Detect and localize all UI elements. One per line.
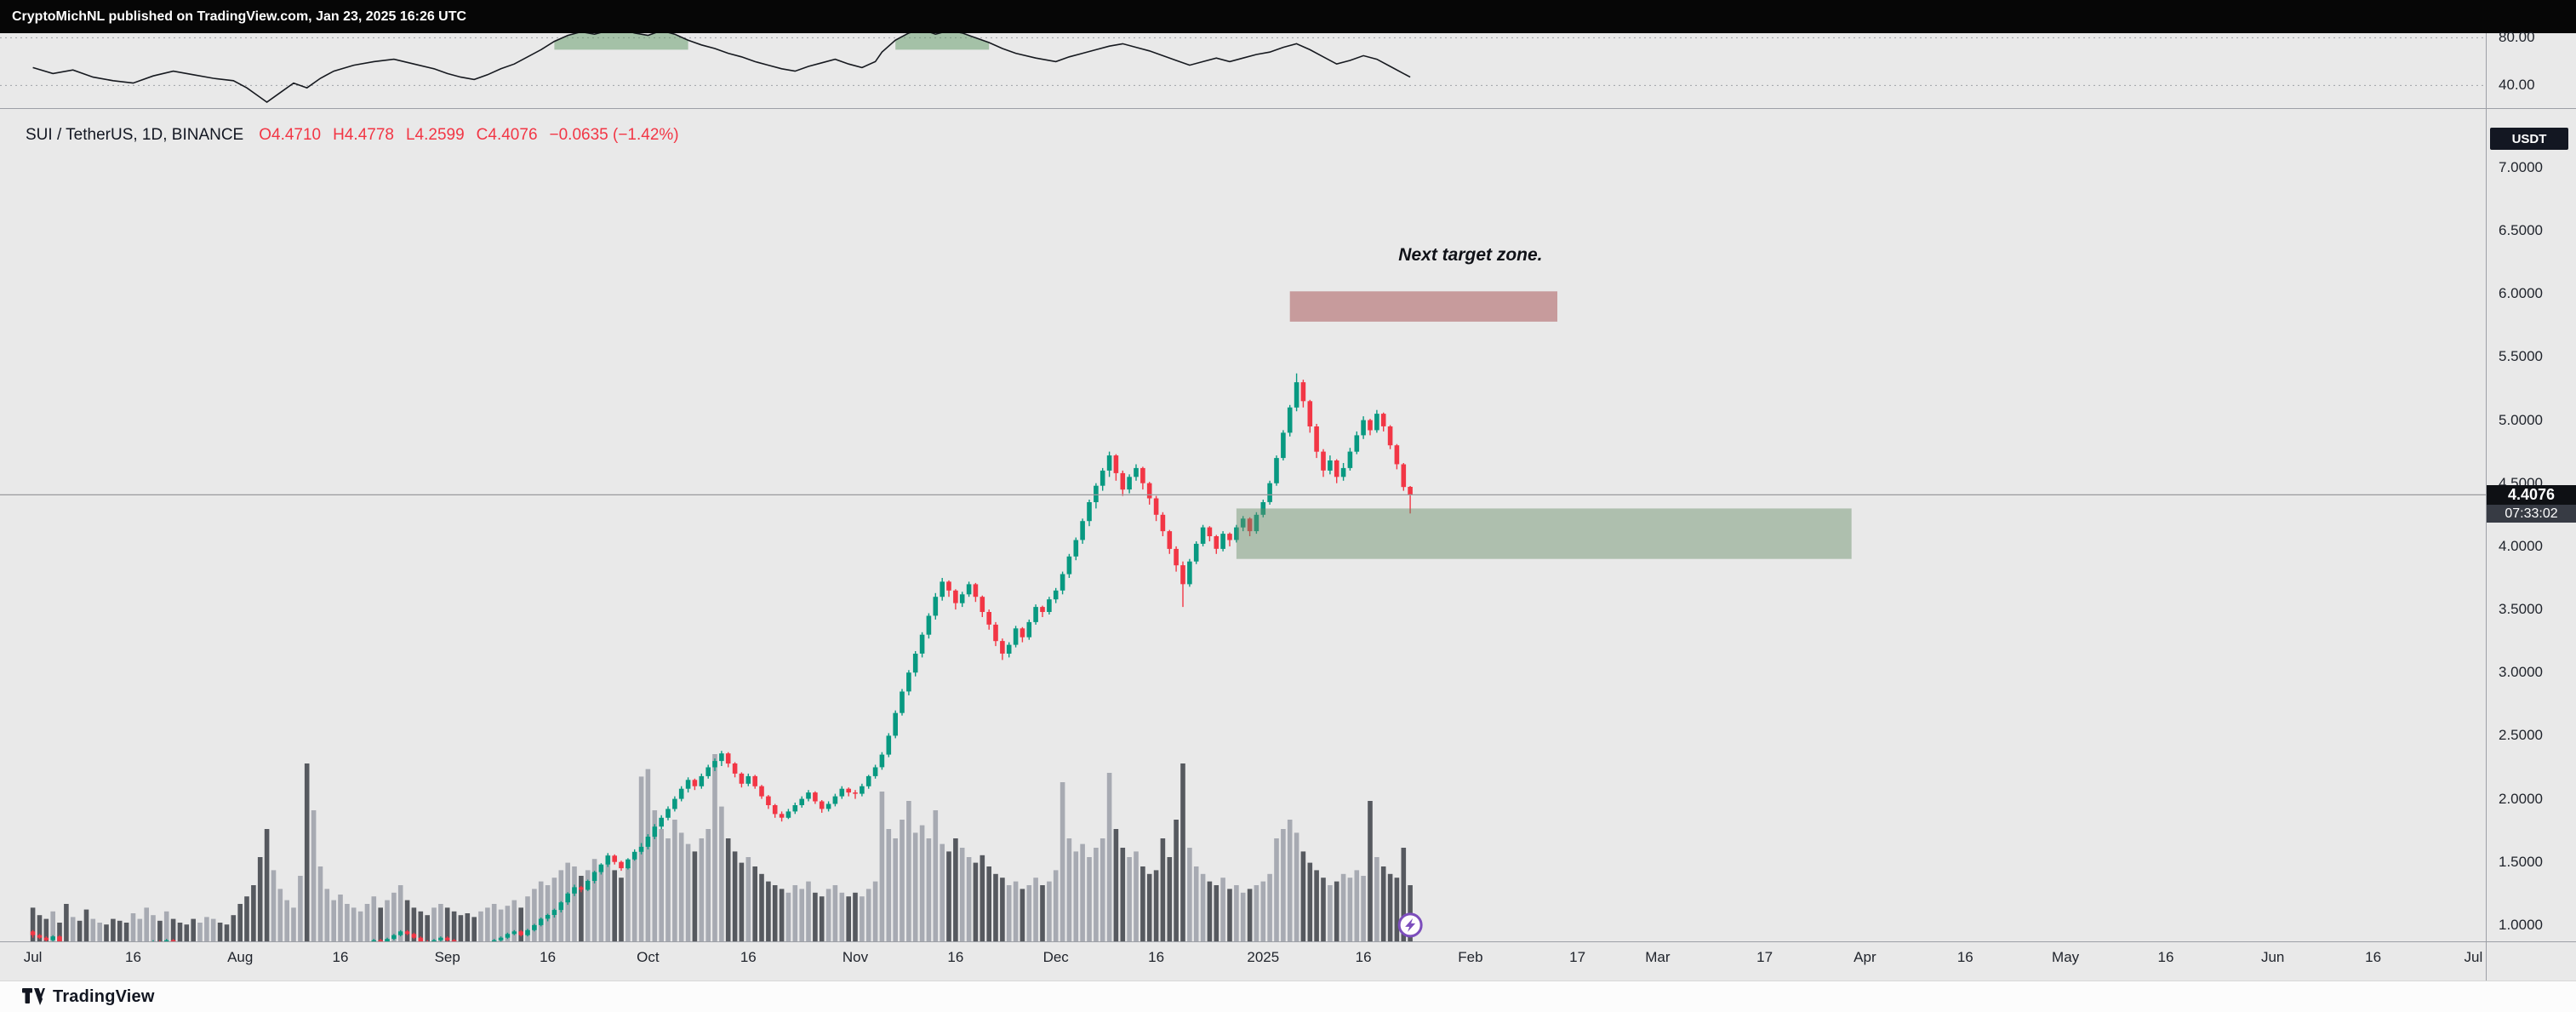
oscillator-level-label: 40.00 — [2499, 77, 2535, 94]
ohlc-value: O4.4710 — [259, 126, 322, 144]
time-axis-label: 16 — [1956, 949, 1973, 965]
time-axis-label: 2025 — [1247, 949, 1280, 965]
price-axis-label: 1.0000 — [2499, 916, 2543, 933]
price-axis-label: 2.0000 — [2499, 790, 2543, 807]
time-axis-label: 16 — [2157, 949, 2174, 965]
symbol-title[interactable]: SUI / TetherUS, 1D, BINANCE — [26, 126, 244, 144]
ohlc-value: L4.2599 — [405, 126, 465, 144]
time-axis-label: 17 — [1569, 949, 1586, 965]
ohlc-value: H4.4778 — [333, 126, 394, 144]
time-axis-border — [0, 941, 2576, 942]
price-axis-label: 5.5000 — [2499, 348, 2543, 365]
oscillator-level-label: 80.00 — [2499, 29, 2535, 46]
time-axis-label: Dec — [1042, 949, 1069, 965]
main-chart-canvas[interactable] — [0, 109, 2486, 941]
time-axis-label: 16 — [947, 949, 964, 965]
time-axis-label: 16 — [1148, 949, 1165, 965]
price-axis-label: 3.5000 — [2499, 601, 2543, 618]
time-axis-label: Jun — [2260, 949, 2285, 965]
ohlc-values: O4.4710 H4.4778 L4.2599 C4.4076 −0.0635 (−1.… — [259, 126, 678, 145]
time-axis-label: Jul — [2464, 949, 2483, 965]
time-axis-label: Nov — [842, 949, 869, 965]
tradingview-wordmark[interactable]: TradingView — [53, 986, 155, 1006]
time-axis-label: Feb — [1458, 949, 1483, 965]
bar-countdown: 07:33:02 — [2487, 505, 2576, 523]
quote-currency-badge: USDT — [2490, 128, 2568, 150]
price-axis-label: 2.5000 — [2499, 727, 2543, 744]
last-price-badge[interactable]: 4.4076 07:33:02 — [2487, 485, 2576, 523]
price-axis-label: 6.0000 — [2499, 285, 2543, 302]
footer-bar: TradingView — [0, 981, 2576, 1012]
time-axis-label: Oct — [637, 949, 660, 965]
price-axis-label: 3.0000 — [2499, 664, 2543, 681]
time-axis-label: 16 — [332, 949, 349, 965]
time-axis-label: May — [2052, 949, 2080, 965]
time-axis-label: Sep — [434, 949, 460, 965]
time-axis-label: 16 — [1355, 949, 1372, 965]
price-axis-label: 5.0000 — [2499, 411, 2543, 428]
ohlc-value: −0.0635 (−1.42%) — [549, 126, 679, 144]
price-axis-label: 6.5000 — [2499, 222, 2543, 239]
price-axis-label: 1.5000 — [2499, 853, 2543, 870]
price-axis-label: 7.0000 — [2499, 158, 2543, 175]
time-axis-label: Mar — [1645, 949, 1671, 965]
pane-separator[interactable] — [0, 108, 2576, 109]
time-axis-label: 17 — [1756, 949, 1773, 965]
idea-marker[interactable] — [1397, 912, 1423, 938]
time-axis-label: 16 — [125, 949, 141, 965]
time-axis-label: Jul — [23, 949, 43, 965]
ohlc-value: C4.4076 — [476, 126, 538, 144]
time-axis-label: Aug — [227, 949, 254, 965]
time-axis-label: Apr — [1853, 949, 1876, 965]
price-scale-border — [2486, 33, 2487, 981]
symbol-legend: SUI / TetherUS, 1D, BINANCE O4.4710 H4.47… — [26, 126, 679, 145]
time-scale[interactable] — [0, 942, 2486, 981]
oscillator-pane-canvas[interactable] — [0, 33, 2486, 109]
time-axis-label: 16 — [740, 949, 757, 965]
tradingview-logo-icon[interactable] — [22, 986, 45, 1007]
time-axis-label: 16 — [2365, 949, 2382, 965]
time-axis-label: 16 — [540, 949, 557, 965]
publish-banner: CryptoMichNL published on TradingView.co… — [0, 0, 2576, 33]
price-axis-label: 4.0000 — [2499, 537, 2543, 554]
support-zone[interactable] — [1236, 508, 1852, 559]
chart-annotation-text[interactable]: Next target zone. — [1398, 245, 1543, 266]
last-price-value: 4.4076 — [2487, 485, 2576, 505]
next-target-zone[interactable] — [1289, 291, 1557, 322]
